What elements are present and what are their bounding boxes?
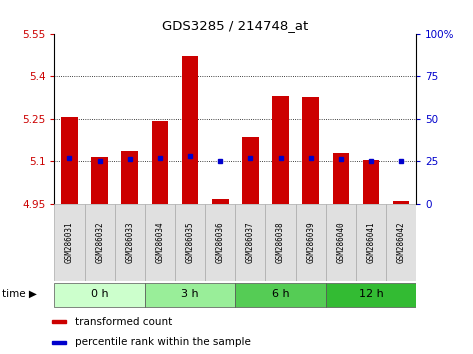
Bar	[152, 121, 168, 204]
FancyBboxPatch shape	[235, 283, 326, 307]
Bar	[333, 153, 349, 204]
Text: percentile rank within the sample: percentile rank within the sample	[75, 337, 251, 348]
Bar	[91, 157, 108, 204]
Bar	[212, 199, 228, 204]
FancyBboxPatch shape	[145, 204, 175, 281]
Text: GSM286038: GSM286038	[276, 222, 285, 263]
Bar	[302, 97, 319, 204]
Text: time ▶: time ▶	[2, 289, 37, 299]
FancyBboxPatch shape	[175, 204, 205, 281]
Text: GSM286033: GSM286033	[125, 222, 134, 263]
Text: GSM286042: GSM286042	[397, 222, 406, 263]
Text: 12 h: 12 h	[359, 289, 384, 299]
FancyBboxPatch shape	[386, 204, 416, 281]
Bar	[182, 56, 198, 204]
Text: GSM286036: GSM286036	[216, 222, 225, 263]
Text: GSM286040: GSM286040	[336, 222, 345, 263]
Bar	[122, 151, 138, 204]
Bar	[363, 160, 379, 204]
Bar	[242, 137, 259, 204]
Text: transformed count: transformed count	[75, 317, 172, 327]
FancyBboxPatch shape	[85, 204, 114, 281]
Text: 6 h: 6 h	[272, 289, 289, 299]
FancyBboxPatch shape	[114, 204, 145, 281]
Text: GSM286041: GSM286041	[367, 222, 376, 263]
Text: GSM286039: GSM286039	[306, 222, 315, 263]
Title: GDS3285 / 214748_at: GDS3285 / 214748_at	[162, 19, 308, 33]
FancyBboxPatch shape	[326, 283, 416, 307]
Text: 3 h: 3 h	[181, 289, 199, 299]
Text: GSM286035: GSM286035	[185, 222, 194, 263]
Bar	[272, 96, 289, 204]
FancyBboxPatch shape	[356, 204, 386, 281]
Bar	[393, 201, 410, 204]
Text: GSM286037: GSM286037	[246, 222, 255, 263]
Text: GSM286031: GSM286031	[65, 222, 74, 263]
FancyBboxPatch shape	[296, 204, 326, 281]
FancyBboxPatch shape	[326, 204, 356, 281]
Text: GSM286032: GSM286032	[95, 222, 104, 263]
FancyBboxPatch shape	[235, 204, 265, 281]
FancyBboxPatch shape	[205, 204, 235, 281]
Bar	[53, 341, 66, 344]
Bar	[61, 117, 78, 204]
Bar	[53, 320, 66, 323]
FancyBboxPatch shape	[54, 283, 145, 307]
Text: GSM286034: GSM286034	[156, 222, 165, 263]
FancyBboxPatch shape	[265, 204, 296, 281]
Text: 0 h: 0 h	[91, 289, 108, 299]
FancyBboxPatch shape	[54, 204, 85, 281]
FancyBboxPatch shape	[145, 283, 235, 307]
